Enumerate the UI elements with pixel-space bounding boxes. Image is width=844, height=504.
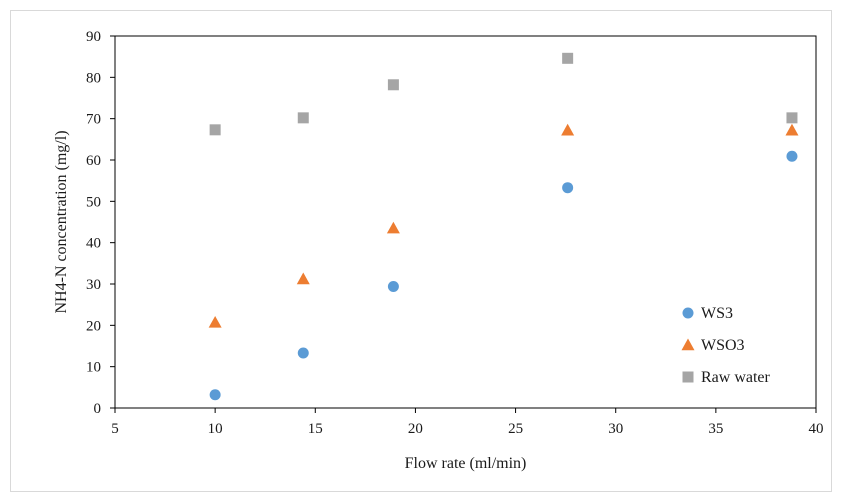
raw-water-point (209, 124, 221, 136)
ws3-point (209, 389, 221, 401)
x-tick-label: 40 (809, 421, 824, 437)
y-tick-label: 0 (94, 401, 102, 417)
x-axis-title: Flow rate (ml/min) (405, 455, 527, 472)
y-tick-label: 30 (86, 277, 101, 293)
plot-border (114, 35, 817, 409)
x-tick-labels: 5 10 15 20 25 30 35 40 (111, 408, 824, 437)
y-tick-label: 50 (86, 194, 101, 210)
x-tick-label: 10 (208, 421, 223, 437)
y-tick-labels: 0 10 20 30 40 50 60 70 80 90 (86, 29, 115, 417)
raw-water-point (387, 79, 399, 91)
x-tick-label: 25 (508, 421, 523, 437)
legend-wso3-marker (681, 338, 695, 351)
x-tick-label: 15 (308, 421, 323, 437)
y-tick-label: 90 (86, 29, 101, 45)
ws3-point (387, 280, 399, 292)
y-tick-label: 10 (86, 360, 101, 376)
raw-water-point (786, 112, 798, 124)
ws3-point (562, 182, 574, 194)
legend-wso3-label: WSO3 (701, 337, 745, 354)
raw-water-point (562, 52, 574, 64)
y-tick-label: 80 (86, 70, 101, 86)
x-tick-label: 20 (408, 421, 423, 437)
x-tick-label: 35 (708, 421, 723, 437)
y-tick-label: 40 (86, 236, 101, 252)
data-markers (208, 52, 799, 401)
wso3-point (386, 221, 400, 234)
ws3-point (297, 347, 309, 359)
wso3-point (208, 315, 222, 328)
legend: WS3 WSO3 Raw water (681, 305, 771, 386)
legend-ws3-label: WS3 (701, 305, 733, 322)
wso3-point (785, 123, 799, 136)
ws3-point (786, 150, 798, 162)
x-tick-label: 5 (111, 421, 119, 437)
legend-raw-water-label: Raw water (701, 369, 771, 386)
chart-frame (10, 10, 832, 492)
x-tick-label: 30 (608, 421, 623, 437)
y-tick-label: 20 (86, 318, 101, 334)
y-tick-label: 70 (86, 112, 101, 128)
y-tick-label: 60 (86, 153, 101, 169)
legend-ws3-marker (682, 307, 694, 319)
raw-water-point (297, 112, 309, 124)
legend-raw-water-marker (682, 371, 694, 383)
wso3-point (561, 123, 575, 136)
plot-area (114, 35, 817, 409)
y-axis-title: NH4-N concentration (mg/l) (53, 130, 70, 313)
wso3-point (296, 272, 310, 285)
